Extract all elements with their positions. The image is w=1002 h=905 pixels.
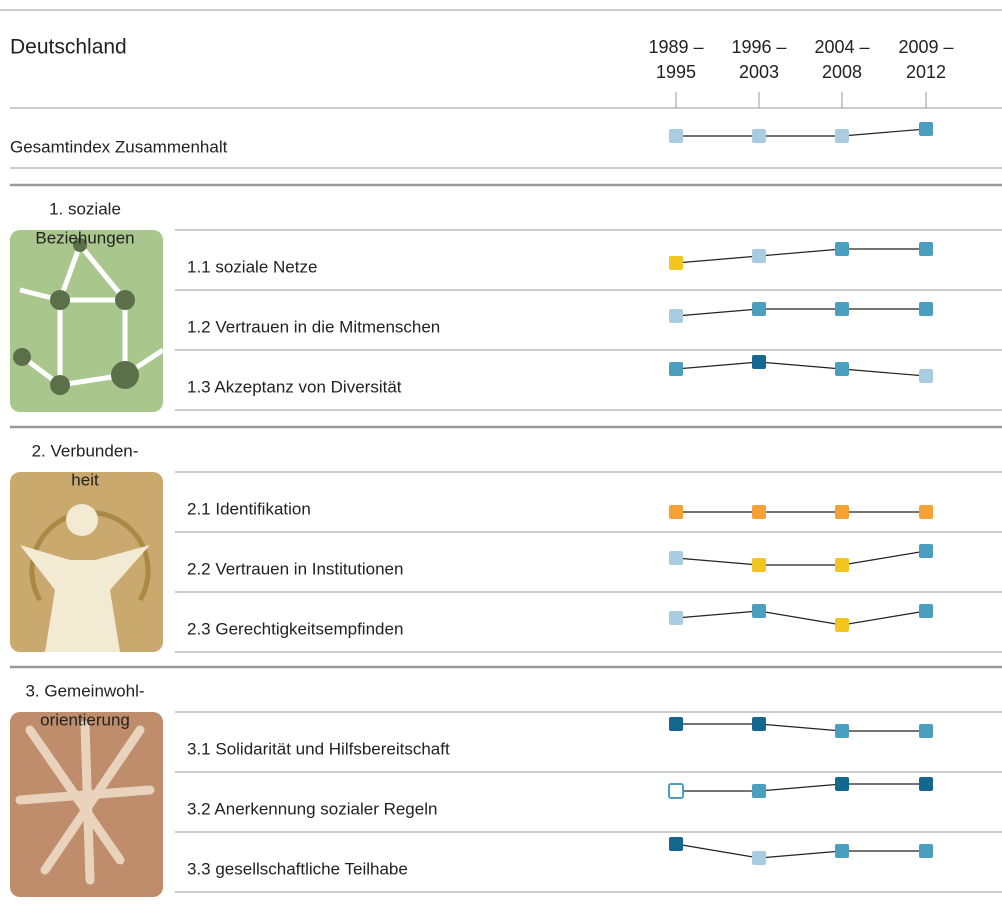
section-title: 2. Verbunden-	[32, 441, 139, 460]
rank-line	[675, 361, 927, 377]
rank-mark	[669, 551, 683, 565]
rank-mark	[835, 129, 849, 143]
rank-mark	[752, 249, 766, 263]
rank-mark	[669, 717, 683, 731]
column-header: 2008	[822, 62, 862, 82]
row-label: 2.2 Vertrauen in Institutionen	[187, 559, 403, 578]
rank-mark	[669, 611, 683, 625]
row-label: Gesamtindex Zusammenhalt	[10, 137, 228, 156]
rank-mark	[919, 369, 933, 383]
rank-line	[675, 610, 927, 626]
rank-mark	[919, 844, 933, 858]
column-header: 1989 –	[648, 37, 703, 57]
rank-mark	[669, 505, 683, 519]
rank-mark	[919, 302, 933, 316]
rank-mark	[835, 362, 849, 376]
rank-mark	[669, 837, 683, 851]
rank-mark	[669, 256, 683, 270]
rank-mark	[835, 618, 849, 632]
rank-mark	[752, 505, 766, 519]
row-label: 3.1 Solidarität und Hilfsbereitschaft	[187, 739, 450, 758]
rank-mark	[919, 724, 933, 738]
icon-relations	[10, 230, 163, 412]
rank-line	[676, 128, 927, 137]
rank-mark	[752, 558, 766, 572]
rank-mark	[835, 558, 849, 572]
page-title: Deutschland	[10, 36, 127, 59]
rank-mark	[752, 784, 766, 798]
rank-mark	[835, 844, 849, 858]
rank-mark	[835, 242, 849, 256]
rank-line	[675, 843, 926, 859]
column-header: 2003	[739, 62, 779, 82]
section-title: heit	[71, 470, 99, 489]
rank-mark	[919, 604, 933, 618]
column-header: 1995	[656, 62, 696, 82]
column-header: 2012	[906, 62, 946, 82]
row-label: 2.3 Gerechtigkeitsempfinden	[187, 619, 403, 638]
rank-line	[675, 550, 927, 566]
rank-mark	[835, 724, 849, 738]
rank-mark	[835, 777, 849, 791]
icon-hands	[15, 720, 155, 885]
rank-mark	[919, 544, 933, 558]
icon-body	[20, 545, 150, 652]
row-label: 1.3 Akzeptanz von Diversität	[187, 377, 402, 396]
row-label: 3.2 Anerkennung sozialer Regeln	[187, 799, 437, 818]
column-header: 1996 –	[731, 37, 786, 57]
section-title: 3. Gemeinwohl-	[25, 681, 144, 700]
rank-line	[675, 248, 926, 264]
row-label: 3.3 gesellschaftliche Teilhabe	[187, 859, 408, 878]
rank-mark	[752, 129, 766, 143]
column-header: 2004 –	[814, 37, 869, 57]
row-label: 1.1 soziale Netze	[187, 257, 317, 276]
rank-mark	[752, 355, 766, 369]
row-label: 1.2 Vertrauen in die Mitmenschen	[187, 317, 440, 336]
icon-head	[66, 504, 98, 536]
section-title: orientierung	[40, 710, 130, 729]
rank-mark	[919, 505, 933, 519]
rank-mark	[669, 309, 683, 323]
rank-mark	[752, 851, 766, 865]
column-header: 2009 –	[898, 37, 953, 57]
rank-mark	[919, 242, 933, 256]
rank-mark	[669, 362, 683, 376]
rank-mark	[752, 604, 766, 618]
section-title: Beziehungen	[35, 228, 134, 247]
rank-line	[676, 783, 926, 792]
rank-mark	[835, 302, 849, 316]
rank-mark	[668, 783, 684, 799]
rank-mark	[919, 122, 933, 136]
rank-mark	[669, 129, 683, 143]
rank-mark	[835, 505, 849, 519]
rank-line	[675, 308, 926, 317]
row-label: 2.1 Identifikation	[187, 499, 311, 518]
rank-mark	[919, 777, 933, 791]
rank-mark	[752, 302, 766, 316]
rank-mark	[752, 717, 766, 731]
icon-people	[13, 238, 139, 395]
section-title: 1. soziale	[49, 199, 121, 218]
rank-line	[676, 723, 926, 732]
